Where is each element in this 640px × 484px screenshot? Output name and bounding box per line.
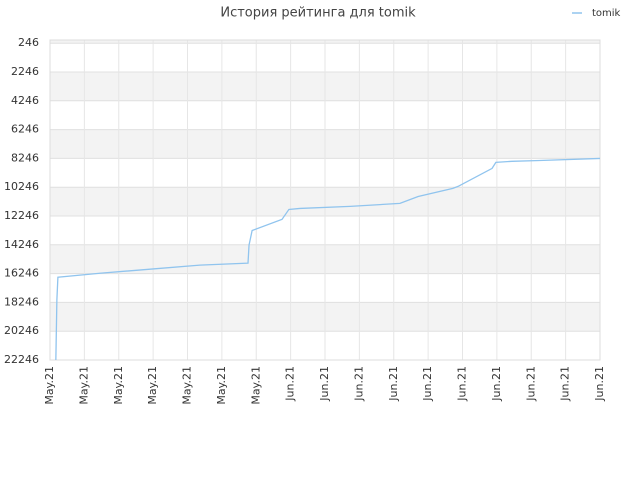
y-tick-label: 12246 <box>4 209 39 222</box>
x-tick-label: May.21 <box>112 366 125 405</box>
x-tick-label: May.21 <box>249 366 262 405</box>
y-tick-label: 2246 <box>11 65 39 78</box>
legend-label: tomik <box>592 8 621 19</box>
y-tick-label: 10246 <box>4 180 39 193</box>
x-tick-label: Jun.21 <box>456 366 469 402</box>
x-tick-label: Jun.21 <box>318 366 331 402</box>
x-tick-label: Jun.21 <box>284 366 297 402</box>
y-tick-label: 22246 <box>4 353 39 366</box>
y-tick-label: 18246 <box>4 295 39 308</box>
x-tick-label: Jun.21 <box>421 366 434 402</box>
y-tick-label: 16246 <box>4 267 39 280</box>
chart-title: История рейтинга для tomik <box>220 6 416 21</box>
y-tick-label: 8246 <box>11 151 39 164</box>
x-tick-label: Jun.21 <box>490 366 503 402</box>
plot-border <box>49 39 601 361</box>
x-tick-label: May.21 <box>215 366 228 405</box>
x-tick-label: May.21 <box>43 366 56 405</box>
y-tick-label: 14246 <box>4 238 39 251</box>
y-tick-label: 4246 <box>11 94 39 107</box>
x-tick-label: Jun.21 <box>524 366 537 402</box>
x-tick-label: May.21 <box>181 366 194 405</box>
x-tick-label: May.21 <box>146 366 159 405</box>
line <box>55 157 601 361</box>
x-tick-label: Jun.21 <box>593 366 606 402</box>
x-tick-label: Jun.21 <box>559 366 572 402</box>
x-tick-label: Jun.21 <box>387 366 400 402</box>
y-tick-label: 6246 <box>11 123 39 136</box>
y-tick-label: 246 <box>18 36 39 49</box>
y-tick-label: 20246 <box>4 324 39 337</box>
x-tick-label: May.21 <box>77 366 90 405</box>
x-tick-label: Jun.21 <box>352 366 365 402</box>
